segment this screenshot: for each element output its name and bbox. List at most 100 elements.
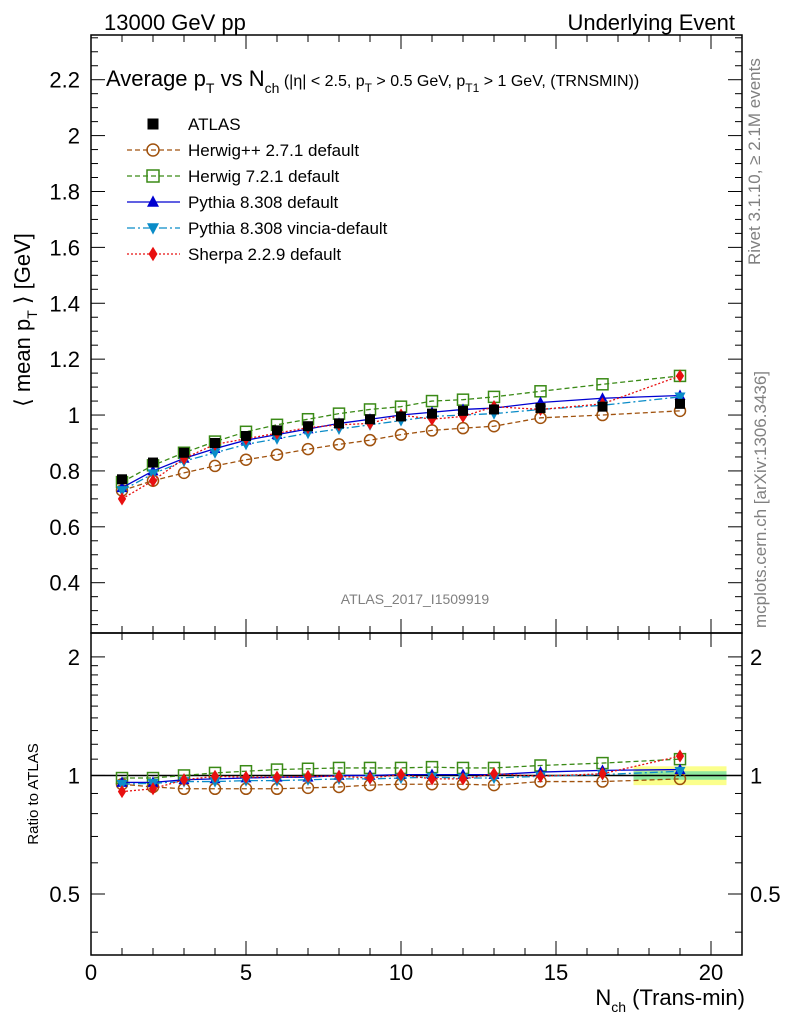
ratio-point-sherpa-2-2-9-default [458, 772, 468, 786]
data-point-herwig-2-7-1-default [394, 428, 408, 441]
data-point-atlas [148, 457, 158, 468]
header-left: 13000 GeV pp [104, 10, 246, 35]
y-tick-label: 1.6 [49, 235, 80, 260]
ratio-plot-frame [90, 632, 743, 956]
y-tick-label: 1.8 [49, 179, 80, 204]
ratio-point-sherpa-2-2-9-default [241, 770, 251, 784]
x-tick-label: 0 [85, 960, 97, 985]
x-tick-label: 5 [240, 960, 252, 985]
data-point-atlas [210, 437, 220, 448]
ratio-point-sherpa-2-2-9-default [365, 771, 375, 785]
ratio-point-sherpa-2-2-9-default [179, 773, 189, 787]
ratio-line-pythia-8-308-vincia-default [121, 770, 681, 785]
series-line-herwig-2-7-1-default [121, 410, 681, 492]
ratio-point-sherpa-2-2-9-default [598, 767, 607, 781]
data-point-atlas [396, 411, 406, 422]
plot-title: Average pT vs Nch (|η| < 2.5, pT > 0.5 G… [106, 66, 639, 96]
legend-marker-pythia-8-308-default [147, 195, 159, 207]
series-line-pythia-8-308-vincia-default [121, 396, 681, 492]
ratio-line-pythia-8-308-default [122, 768, 681, 784]
data-point-atlas [489, 404, 499, 415]
ratio-point-sherpa-2-2-9-default [148, 782, 158, 796]
data-point-herwig-2-7-1-default [270, 448, 284, 461]
data-point-sherpa-2-2-9-default [117, 492, 127, 506]
data-point-herwig-7-2-1-default [596, 378, 609, 391]
legend-marker-sherpa-2-2-9-default [148, 246, 158, 262]
ratio-point-sherpa-2-2-9-default [489, 767, 499, 781]
y-tick-label: 1.2 [49, 347, 80, 372]
ratio-line-herwig-2-7-1-default [121, 778, 681, 790]
main-plot-panel: 0.4 0.6 0.8 1 1.2 1.4 1.6 1.8 2 2.2 [49, 34, 743, 955]
ratio-y-tick-label-right: 0.5 [750, 882, 781, 907]
ratio-point-sherpa-2-2-9-default [536, 769, 545, 783]
legend-marker-herwig-2-7-1-default [146, 143, 160, 157]
data-point-atlas [241, 430, 251, 441]
data-point-herwig-2-7-1-default [239, 453, 253, 466]
legend-label-herwig-7-2-1-default: Herwig 7.2.1 default [188, 167, 339, 186]
ratio-point-sherpa-2-2-9-default [396, 767, 406, 782]
data-point-atlas [597, 401, 608, 412]
x-tick-label: 10 [389, 960, 413, 985]
ratio-point-sherpa-2-2-9-default [675, 749, 685, 763]
data-point-pythia-8-308-vincia-default [209, 448, 221, 459]
data-point-herwig-2-7-1-default [332, 438, 346, 451]
ratio-point-sherpa-2-2-9-default [272, 770, 282, 784]
legend-marker-pythia-8-308-vincia-default [147, 223, 159, 235]
data-point-atlas [117, 474, 127, 485]
data-point-herwig-2-7-1-default [301, 442, 315, 456]
data-point-atlas [303, 421, 313, 432]
ratio-point-sherpa-2-2-9-default [303, 769, 313, 783]
ratio-y-tick-label-right: 2 [750, 645, 762, 670]
legend-label-atlas: ATLAS [188, 115, 241, 134]
ratio-plot-panel: 0 5 10 15 20 0.5 0.5 1 1 2 2 [49, 632, 781, 985]
legend-marker-atlas [147, 118, 159, 130]
main-y-axis-label: ⟨ mean pT ⟩ [GeV] [10, 233, 40, 407]
series-line-herwig-7-2-1-default [121, 375, 681, 483]
data-point-sherpa-2-2-9-default [148, 474, 158, 488]
legend-marker-herwig-7-2-1-default [146, 169, 160, 183]
data-point-herwig-2-7-1-default [487, 419, 501, 433]
analysis-watermark: ATLAS_2017_I1509919 [341, 591, 490, 607]
header-right: Underlying Event [567, 10, 735, 35]
legend-label-pythia-8-308-vincia-default: Pythia 8.308 vincia-default [188, 219, 388, 238]
ratio-point-sherpa-2-2-9-default [117, 784, 127, 799]
x-tick-label: 20 [699, 960, 723, 985]
x-axis-label: Nch (Trans-min) [595, 985, 745, 1015]
data-point-atlas [272, 425, 282, 436]
legend-label-herwig-2-7-1-default: Herwig++ 2.7.1 default [188, 141, 359, 160]
rivet-label: Rivet 3.1.10, ≥ 2.1M events [745, 58, 764, 265]
mcplots-label: mcplots.cern.ch [arXiv:1306.3436] [751, 371, 770, 628]
y-tick-label: 2.2 [49, 68, 80, 93]
data-point-atlas [458, 405, 468, 416]
data-point-herwig-2-7-1-default [177, 466, 191, 480]
data-point-sherpa-2-2-9-default [675, 369, 685, 383]
ratio-point-sherpa-2-2-9-default [334, 769, 344, 783]
data-point-atlas [365, 414, 375, 425]
ratio-y-tick-label-right: 1 [750, 763, 762, 788]
data-point-herwig-2-7-1-default [363, 433, 377, 447]
data-point-atlas [427, 408, 437, 419]
ratio-line-herwig-7-2-1-default [122, 758, 681, 779]
data-point-pythia-8-308-vincia-default [674, 392, 686, 403]
data-point-pythia-8-308-vincia-default [116, 486, 128, 497]
legend-label-pythia-8-308-default: Pythia 8.308 default [188, 193, 339, 212]
y-tick-label: 0.4 [49, 571, 80, 596]
data-point-sherpa-2-2-9-default [427, 412, 437, 426]
y-tick-label: 1.4 [49, 291, 80, 316]
ratio-point-sherpa-2-2-9-default [427, 772, 437, 786]
ratio-line-sherpa-2-2-9-default [121, 755, 681, 793]
legend-label-sherpa-2-2-9-default: Sherpa 2.2.9 default [188, 245, 341, 264]
ratio-y-tick-label: 0.5 [49, 882, 80, 907]
ratio-y-tick-label: 2 [68, 645, 80, 670]
data-point-atlas [334, 418, 344, 429]
data-point-herwig-2-7-1-default [208, 459, 222, 473]
y-tick-label: 1 [68, 403, 80, 428]
y-tick-label: 2 [68, 124, 80, 149]
x-tick-label: 15 [544, 960, 568, 985]
legend: ATLAS Herwig++ 2.7.1 default Herwig 7.2.1 … [127, 115, 388, 264]
data-point-atlas [675, 398, 685, 409]
data-point-atlas [179, 447, 189, 458]
data-point-atlas [535, 403, 546, 414]
y-tick-label: 0.8 [49, 459, 80, 484]
